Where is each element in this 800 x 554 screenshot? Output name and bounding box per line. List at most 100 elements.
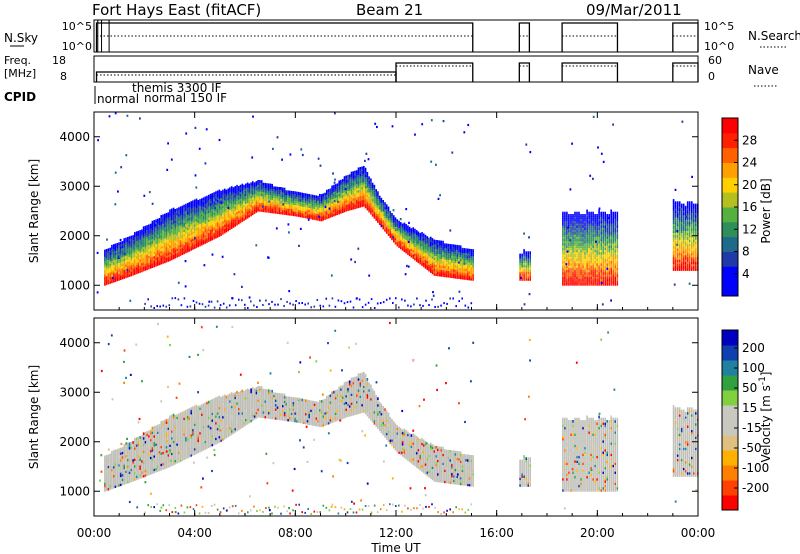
power-echo-cell: [232, 214, 235, 217]
power-echo-cell: [572, 238, 574, 242]
power-echo-cell: [574, 256, 576, 259]
power-echo-cell: [602, 214, 604, 217]
power-echo-cell: [382, 226, 384, 230]
power-echo-cell: [588, 276, 590, 279]
power-echo-cell: [123, 269, 125, 273]
power-echo-cell: [414, 239, 416, 243]
power-echo-cell: [400, 228, 402, 232]
power-echo-cell: [572, 229, 574, 233]
power-echo-cell: [269, 188, 272, 191]
power-echo-cell: [688, 225, 691, 229]
power-echo-cell: [336, 210, 339, 213]
power-echo-cell: [188, 244, 191, 248]
power-echo-cell: [688, 237, 691, 240]
power-noise-point: [676, 243, 679, 246]
power-echo-cell: [574, 269, 576, 273]
power-echo-cell: [225, 227, 228, 231]
power-echo-cell: [445, 254, 448, 258]
power-echo-cell: [248, 196, 251, 200]
power-echo-cell: [438, 244, 441, 248]
power-echo-cell: [682, 216, 685, 220]
power-echo-cell: [192, 207, 194, 210]
power-echo-cell: [222, 198, 224, 202]
power-echo-cell: [458, 249, 460, 253]
power-echo-cell: [121, 254, 124, 258]
power-echo-cell: [586, 231, 588, 235]
power-echo-cell: [273, 190, 275, 194]
power-echo-cell: [151, 234, 154, 237]
power-echo-cell: [612, 236, 614, 239]
power-echo-cell: [470, 251, 473, 254]
power-echo-cell: [308, 214, 310, 217]
power-echo-cell: [317, 209, 319, 212]
power-echo-cell: [461, 265, 464, 269]
power-echo-cell: [580, 225, 582, 228]
power-echo-cell: [393, 228, 395, 232]
power-echo-cell: [419, 255, 421, 258]
power-echo-cell: [192, 202, 194, 206]
power-noise-point: [569, 188, 572, 191]
power-echo-cell: [155, 250, 157, 254]
power-echo-cell: [461, 254, 464, 258]
power-echo-cell: [223, 228, 226, 232]
power-echo-cell: [602, 256, 604, 259]
power-echo-cell: [363, 195, 365, 198]
power-echo-cell: [266, 183, 268, 186]
power-echo-cell: [213, 227, 215, 231]
power-echo-cell: [410, 232, 413, 236]
power-echo-cell: [449, 244, 451, 247]
power-echo-cell: [682, 234, 685, 238]
power-echo-cell: [364, 178, 367, 182]
power-echo-cell: [401, 223, 404, 227]
power-echo-cell: [234, 201, 236, 205]
power-echo-cell: [604, 247, 606, 251]
power-echo-cell: [691, 221, 693, 225]
power-echo-cell: [674, 241, 677, 245]
power-echo-cell: [412, 247, 414, 251]
power-echo-cell: [156, 218, 159, 222]
power-echo-cell: [586, 280, 588, 284]
power-echo-cell: [151, 256, 154, 260]
power-echo-cell: [440, 274, 443, 277]
power-echo-cell: [686, 254, 689, 258]
power-echo-cell: [588, 242, 590, 246]
power-echo-cell: [185, 219, 187, 223]
power-echo-cell: [570, 218, 572, 222]
power-echo-cell: [354, 201, 356, 205]
power-echo-cell: [317, 218, 319, 221]
power-echo-cell: [306, 209, 309, 212]
power-echo-cell: [590, 240, 592, 244]
power-echo-cell: [331, 196, 333, 200]
power-echo-cell: [400, 224, 402, 227]
power-echo-cell: [676, 252, 679, 256]
power-echo-cell: [576, 227, 578, 230]
power-echo-cell: [523, 251, 525, 254]
power-echo-cell: [566, 274, 568, 277]
power-echo-cell: [119, 243, 122, 247]
power-echo-cell: [598, 247, 600, 251]
power-echo-cell: [672, 208, 675, 211]
power-echo-cell: [578, 267, 580, 271]
power-echo-cell: [315, 211, 318, 214]
power-echo-cell: [438, 253, 441, 257]
power-echo-cell: [421, 249, 423, 253]
power-echo-cell: [239, 216, 242, 219]
power-echo-cell: [403, 249, 406, 253]
power-echo-cell: [111, 258, 113, 261]
power-echo-cell: [680, 263, 683, 267]
power-echo-cell: [204, 225, 207, 229]
power-echo-cell: [433, 246, 436, 249]
power-echo-cell: [232, 220, 235, 224]
power-echo-cell: [338, 198, 340, 201]
power-echo-cell: [352, 175, 355, 179]
power-echo-cell: [116, 258, 118, 262]
power-echo-cell: [398, 222, 400, 226]
power-echo-cell: [348, 185, 351, 189]
power-echo-cell: [435, 251, 437, 254]
power-echo-cell: [232, 205, 235, 208]
power-echo-cell: [269, 201, 272, 205]
power-echo-cell: [564, 280, 566, 284]
power-echo-cell: [282, 212, 284, 215]
power-echo-cell: [292, 211, 295, 214]
power-echo-cell: [424, 237, 427, 240]
